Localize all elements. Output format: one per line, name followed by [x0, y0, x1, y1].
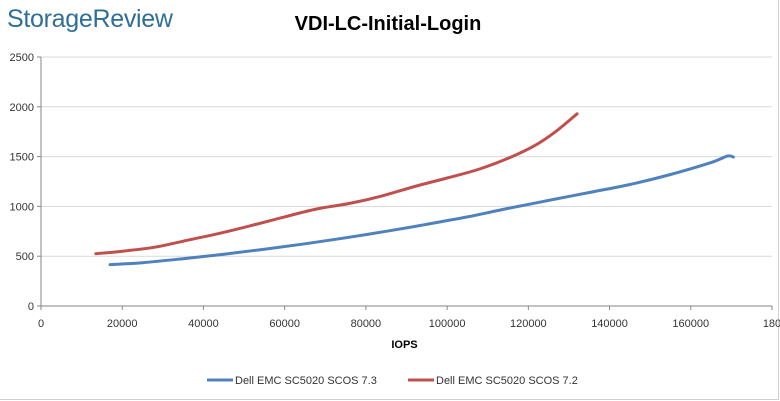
legend-label: Dell EMC SC5020 SCOS 7.2 — [436, 375, 578, 387]
x-axis-title: IOPS — [391, 339, 417, 351]
x-tick-label: 140000 — [591, 318, 628, 330]
legend-label: Dell EMC SC5020 SCOS 7.3 — [235, 375, 377, 387]
y-tick-label: 1500 — [10, 152, 34, 164]
x-tick-label: 180 — [763, 318, 780, 330]
x-tick-label: 100000 — [429, 318, 466, 330]
chart-title: VDI-LC-Initial-Login — [294, 13, 482, 35]
x-tick-label: 40000 — [188, 318, 219, 330]
x-tick-label: 160000 — [672, 318, 709, 330]
x-tick-label: 20000 — [107, 318, 138, 330]
y-tick-label: 2000 — [10, 102, 34, 114]
x-tick-label: 60000 — [269, 318, 300, 330]
x-tick-label: 120000 — [510, 318, 547, 330]
series-line-1 — [108, 154, 735, 267]
gridlines — [41, 56, 772, 257]
y-tick-label: 1000 — [10, 201, 34, 213]
series-lines — [94, 112, 735, 267]
y-tick-label: 0 — [28, 301, 34, 313]
series-line-2 — [94, 112, 579, 256]
x-tick-label: 80000 — [351, 318, 382, 330]
y-tick-label: 500 — [16, 251, 34, 263]
tick-labels: 0 500 1000 1500 2000 2500 0 20000 40000 60000 8000… — [10, 52, 780, 330]
storagereview-logo: StorageReview — [7, 5, 173, 33]
legend: Dell EMC SC5020 SCOS 7.3 Dell EMC SC5020 … — [207, 375, 578, 387]
axes — [37, 56, 773, 310]
x-tick-label: 0 — [38, 318, 44, 330]
y-tick-label: 2500 — [10, 52, 34, 64]
